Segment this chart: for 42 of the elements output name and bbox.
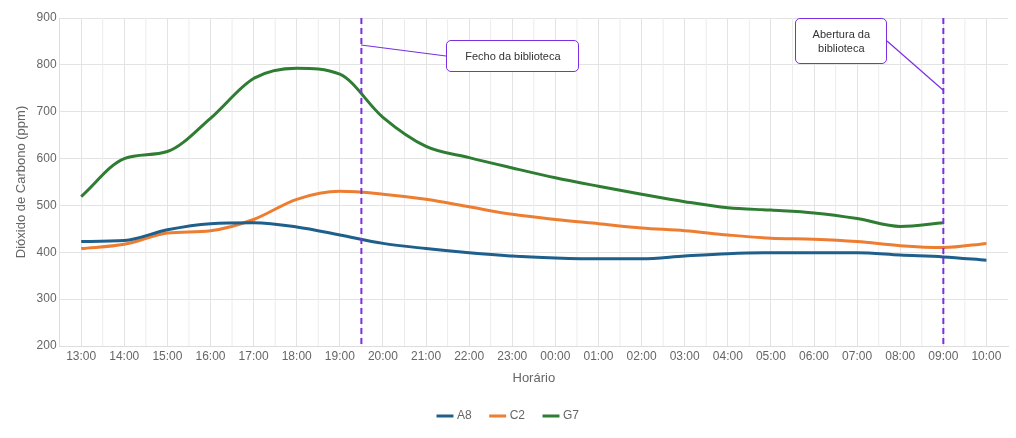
x-tick-label: 22:00 [454, 348, 485, 363]
line-series [79, 221, 988, 262]
callout: Fecho da biblioteca [361, 40, 580, 72]
x-tick-label: 16:00 [195, 348, 226, 363]
x-tick-label: 00:00 [540, 348, 571, 363]
y-tick-label: 500 [36, 197, 57, 212]
x-tick-label: 03:00 [669, 348, 701, 363]
y-axis-title: Dióxido de Carbono (ppm) [13, 105, 29, 259]
x-tick-label: 07:00 [842, 348, 873, 363]
y-tick-label: 200 [36, 338, 57, 353]
x-tick-label: 01:00 [583, 348, 614, 363]
line-series [79, 66, 945, 229]
x-tick-label: 14:00 [109, 348, 140, 363]
x-tick-label: 15:00 [152, 348, 183, 363]
x-tick-label: 21:00 [411, 348, 442, 363]
x-tick-label: 02:00 [626, 348, 657, 363]
legend-label: C2 [509, 408, 526, 423]
y-tick-label: 700 [36, 104, 57, 119]
x-tick-label: 23:00 [497, 348, 528, 363]
legend-label: G7 [563, 408, 580, 423]
line-series [79, 189, 988, 251]
x-axis-title: Horário [512, 369, 556, 385]
x-tick-label: 13:00 [66, 348, 97, 363]
x-tick-label: 05:00 [755, 348, 787, 363]
x-tick-label: 19:00 [324, 348, 356, 363]
legend-label: A8 [456, 408, 472, 423]
x-tick-label: 18:00 [281, 348, 313, 363]
y-tick-label: 600 [36, 150, 57, 165]
y-tick-label: 900 [36, 10, 57, 25]
x-tick-label: 04:00 [712, 348, 744, 363]
x-tick-label: 09:00 [928, 348, 959, 363]
y-tick-label: 400 [36, 244, 57, 259]
x-tick-label: 08:00 [885, 348, 916, 363]
y-tick-label: 300 [36, 291, 57, 306]
x-tick-label: 17:00 [238, 348, 269, 363]
x-tick-label: 20:00 [367, 348, 399, 363]
x-tick-label: 06:00 [799, 348, 830, 363]
y-tick-label: 800 [36, 57, 57, 72]
x-tick-label: 10:00 [971, 348, 1002, 363]
callout: Abertura da biblioteca [795, 18, 944, 90]
annotation: Fecho da biblioteca [446, 40, 580, 72]
annotation: Abertura da biblioteca [795, 18, 888, 64]
